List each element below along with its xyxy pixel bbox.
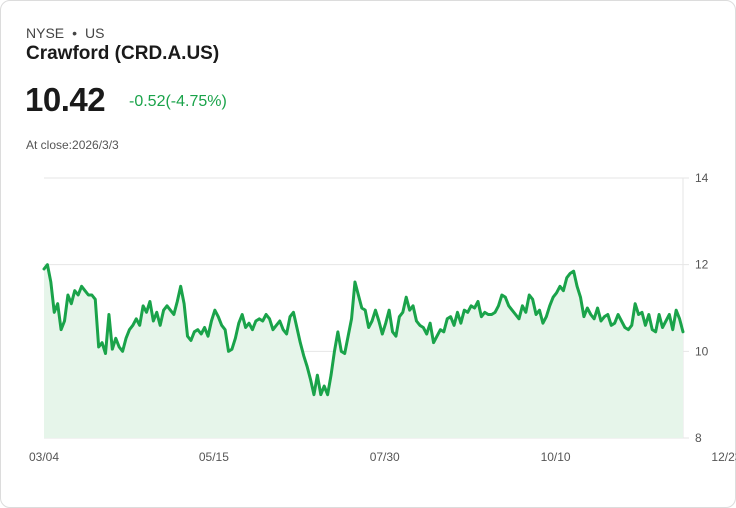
price-line xyxy=(42,263,685,397)
price-chart: 14 12 10 8 03/04 05/15 07/30 10/10 12/23 xyxy=(29,171,736,464)
stock-name: Crawford (CRD.A.US) xyxy=(26,43,220,64)
x-tick-label: 03/04 xyxy=(29,450,59,464)
price-area-fill xyxy=(44,264,683,438)
x-tick-label: 10/10 xyxy=(541,450,571,464)
exchange-label: NYSE xyxy=(26,25,65,41)
y-tick-label: 12 xyxy=(695,258,709,272)
price-change: -0.52(-4.75%) xyxy=(129,93,227,110)
current-price: 10.42 xyxy=(25,81,106,118)
separator-dot: • xyxy=(72,25,78,41)
exchange-line: NYSE • US xyxy=(26,25,104,41)
country-label: US xyxy=(85,25,105,41)
close-date-label: At close:2026/3/3 xyxy=(26,138,119,152)
y-tick-label: 8 xyxy=(695,431,702,445)
x-tick-label: 07/30 xyxy=(370,450,400,464)
x-tick-label: 05/15 xyxy=(199,450,229,464)
x-tick-label: 12/23 xyxy=(711,450,736,464)
y-tick-label: 14 xyxy=(695,171,709,185)
y-tick-label: 10 xyxy=(695,344,709,358)
axis-layer: 14 12 10 8 03/04 05/15 07/30 10/10 12/23 xyxy=(29,171,736,464)
